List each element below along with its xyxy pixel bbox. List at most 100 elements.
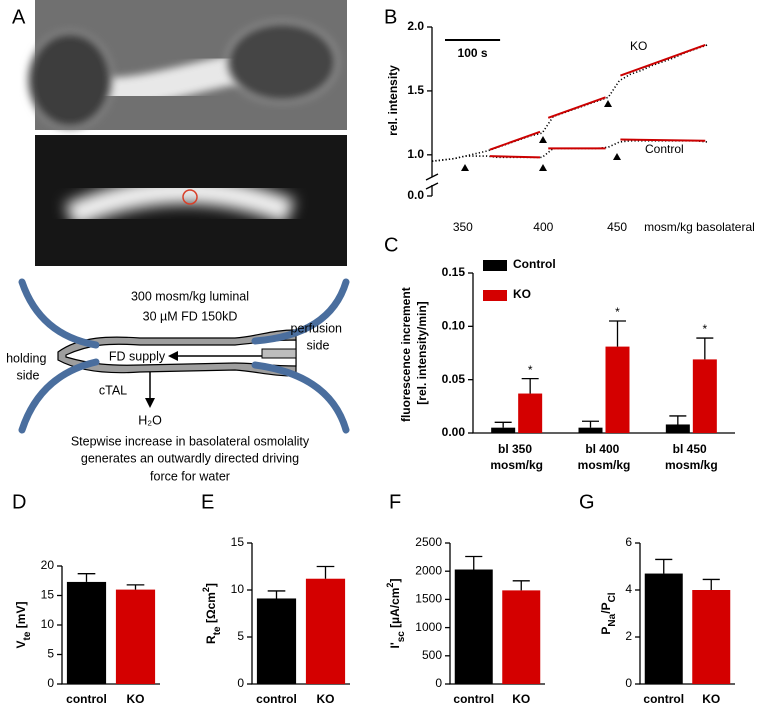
- axis-break: [425, 173, 439, 190]
- y-tick-label: 2500: [415, 535, 442, 549]
- y-axis-label-line: [rel. intensity/min]: [415, 301, 429, 404]
- y-tick-label: 0.00: [442, 425, 466, 439]
- micrograph-brightfield: [27, 0, 347, 130]
- x-tick-label-line: mosm/kg: [490, 458, 543, 472]
- x-tick-label: 400: [533, 220, 553, 234]
- y-tick-label: 2000: [415, 563, 442, 577]
- error-bar: [669, 415, 687, 425]
- x-tick-label-line: bl 350: [498, 442, 535, 456]
- y-tick-label: 0.15: [442, 265, 466, 279]
- y-axis-label-part: ]: [388, 579, 402, 583]
- error-bar: [702, 578, 720, 590]
- y-axis-label-part: te: [212, 626, 223, 635]
- y-axis-label: PNa/PCl: [599, 592, 618, 634]
- y-tick-label: 0: [435, 676, 442, 690]
- fit-line: [489, 130, 541, 151]
- y-axis-label-part: 2: [201, 587, 211, 592]
- x-tick-label: control: [643, 692, 684, 706]
- holding-label: holding side: [6, 352, 50, 383]
- y-axis-label-part: [Ωcm: [204, 592, 218, 626]
- y-tick-label: 10: [231, 582, 245, 596]
- bar: [518, 393, 543, 433]
- perfusion-label: perfusion side: [291, 322, 346, 353]
- caption-line: Stepwise increase in basolateral osmolal…: [71, 434, 310, 448]
- y-tick-label: 0.05: [442, 372, 466, 386]
- caption-line: force for water: [150, 469, 230, 483]
- x-tick-label: KO: [317, 692, 335, 706]
- error-bar: [609, 320, 626, 347]
- x-tick-label-line: bl 400: [585, 442, 622, 456]
- y-axis-label-part: [µA/cm: [388, 588, 402, 632]
- error-bar: [465, 555, 483, 570]
- bar: [491, 427, 516, 433]
- panel-label: A: [12, 6, 26, 28]
- bar: [454, 569, 493, 684]
- water-label: H₂O: [138, 413, 162, 427]
- x-tick-label: control: [256, 692, 297, 706]
- fit-line: [489, 155, 541, 159]
- y-tick-label: 1.0: [407, 147, 424, 161]
- legend-label: Control: [513, 257, 556, 271]
- y-tick-label: 0: [47, 676, 54, 690]
- x-tick-label: 450: [607, 220, 627, 234]
- x-tick-label: control: [66, 692, 107, 706]
- y-tick-label: 20: [41, 558, 55, 572]
- x-tick-label: KO: [702, 692, 720, 706]
- x-tick-label: 350: [453, 220, 473, 234]
- y-axis-label-part: [mV]: [14, 602, 28, 632]
- y-tick-label: 10: [41, 617, 55, 631]
- perfusion-diagram: [18, 278, 350, 434]
- panel-label: E: [201, 491, 214, 513]
- x-tick-label: KO: [512, 692, 530, 706]
- fit-line: [620, 43, 706, 77]
- bar: [605, 346, 630, 433]
- perfusate-label: 30 µM FD 150kD: [143, 309, 238, 323]
- error-bar: [77, 573, 96, 582]
- y-tick-label: 0.0: [407, 188, 424, 202]
- y-tick-label: 2.0: [407, 19, 424, 33]
- x-tick-label: bl 400 mosm/kg: [578, 442, 631, 472]
- y-tick-label: 1.5: [407, 83, 424, 97]
- error-bar: [696, 337, 714, 360]
- y-tick-label: 0: [625, 676, 632, 690]
- step-markers: [461, 100, 621, 171]
- error-bar: [267, 590, 286, 599]
- luminal-label: 300 mosm/kg luminal: [131, 289, 249, 303]
- error-bar: [494, 421, 512, 428]
- trace: [431, 44, 708, 163]
- perfusion-label-line: perfusion: [291, 322, 346, 336]
- y-axis-label-part: ]: [204, 583, 218, 587]
- y-axis-label: fluorescence increment [rel. intensity/m…: [399, 284, 429, 422]
- bar: [692, 590, 731, 684]
- significance: *: [528, 363, 533, 377]
- panel-label: B: [384, 6, 397, 28]
- y-axis-label: Vte [mV]: [14, 602, 33, 649]
- panel-label: D: [12, 491, 26, 513]
- x-tick-label-line: bl 450: [673, 442, 710, 456]
- y-axis-label-part: te: [22, 631, 33, 640]
- bar: [115, 589, 156, 684]
- x-tick-label-line: mosm/kg: [665, 458, 718, 472]
- error-bar: [521, 377, 539, 394]
- y-axis-label-part: /P: [599, 602, 613, 613]
- x-tick-label: KO: [127, 692, 145, 706]
- y-tick-label: 500: [422, 648, 442, 662]
- y-tick-label: 1500: [415, 592, 442, 606]
- x-tick-label-line: mosm/kg: [578, 458, 631, 472]
- segment-label: cTAL: [99, 383, 127, 397]
- holding-label-line: side: [17, 369, 40, 383]
- bar: [66, 581, 107, 684]
- error-bar: [316, 565, 335, 579]
- y-axis-label-part: R: [204, 635, 218, 644]
- y-axis-label-part: Cl: [607, 592, 618, 602]
- supply-label: FD supply: [109, 349, 166, 363]
- y-axis-label: Rte [Ωcm2]: [201, 583, 223, 644]
- micrograph-fluorescence: [35, 135, 347, 266]
- significance: *: [702, 322, 707, 336]
- y-tick-label: 15: [41, 588, 55, 602]
- fit-line: [547, 96, 606, 119]
- bar: [665, 424, 690, 433]
- bar: [502, 590, 541, 684]
- y-tick-label: 2: [625, 629, 632, 643]
